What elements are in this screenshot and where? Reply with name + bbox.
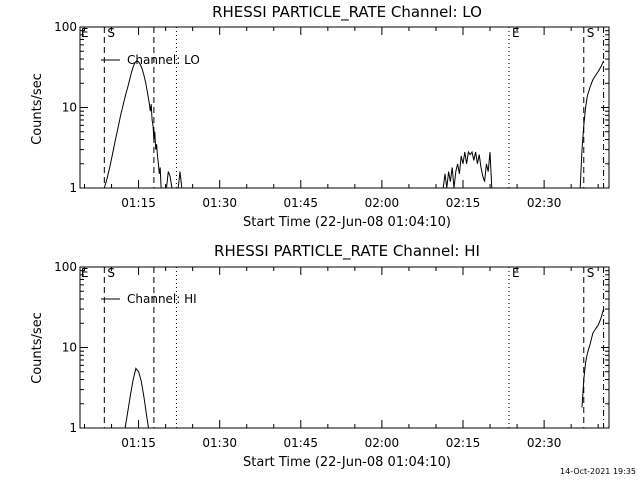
x-axis-label-hi: Start Time (22-Jun-08 01:04:10): [243, 455, 451, 470]
y-axis-label-hi: Counts/sec: [30, 312, 45, 384]
series-line-lo: [442, 150, 493, 189]
x-tick-label-lo: 01:45: [283, 196, 318, 210]
event-marker-label-hi: E: [512, 266, 520, 280]
event-label-hi: E: [81, 266, 89, 280]
legend-label-lo: Channel: LO: [127, 53, 200, 67]
y-tick-label-lo: 1: [69, 181, 77, 195]
event-marker-label-hi: S: [107, 266, 115, 280]
footer-timestamp: 14-Oct-2021 19:35: [560, 467, 636, 476]
plot-frame-lo: [79, 26, 610, 189]
series-line-hi: [124, 367, 149, 429]
y-tick-label-hi: 100: [54, 260, 77, 274]
y-tick-label-hi: 10: [62, 341, 77, 355]
x-tick-label-hi: 01:15: [121, 436, 156, 450]
generated-marks-lo: 1 10 100 01:15 01:30 01:45 02:00 02:15 02:30 S E S E: [54, 20, 609, 210]
chart-title-hi: RHESSI PARTICLE_RATE Channel: HI: [214, 242, 480, 261]
chart-title-lo: RHESSI PARTICLE_RATE Channel: LO: [212, 3, 482, 22]
series-line-lo: [177, 171, 183, 189]
series-line-lo: [166, 171, 173, 189]
event-label-lo: E: [81, 26, 89, 40]
y-tick-label-lo: 100: [54, 20, 77, 34]
event-marker-label-hi: S: [587, 266, 595, 280]
x-tick-label-hi: 01:30: [202, 436, 237, 450]
x-tick-label-hi: 02:00: [365, 436, 400, 450]
x-tick-label-lo: 01:15: [121, 196, 156, 210]
x-tick-label-lo: 02:30: [527, 196, 562, 210]
x-tick-label-hi: 01:45: [283, 436, 318, 450]
x-tick-label-lo: 02:00: [365, 196, 400, 210]
y-tick-label-hi: 1: [69, 421, 77, 435]
lo-channel-panel: RHESSI PARTICLE_RATE Channel: LO Counts/…: [30, 3, 610, 230]
y-tick-label-lo: 10: [62, 101, 77, 115]
x-tick-label-hi: 02:15: [446, 436, 481, 450]
hi-channel-panel: RHESSI PARTICLE_RATE Channel: HI Counts/…: [30, 242, 610, 470]
event-marker-label-lo: S: [107, 26, 115, 40]
event-marker-label-lo: S: [587, 26, 595, 40]
generated-marks-hi: 1 10 100 01:15 01:30 01:45 02:00 02:15 02:30 S E S E: [54, 260, 609, 450]
legend-label-hi: Channel: HI: [127, 292, 197, 306]
series-line-lo: [103, 60, 162, 189]
series-line-lo: [579, 60, 605, 189]
x-axis-label-lo: Start Time (22-Jun-08 01:04:10): [243, 215, 451, 230]
x-tick-label-lo: 02:15: [446, 196, 481, 210]
y-axis-label-lo: Counts/sec: [30, 73, 45, 145]
x-tick-label-hi: 02:30: [527, 436, 562, 450]
x-tick-label-lo: 01:30: [202, 196, 237, 210]
series-line-hi: [581, 308, 605, 408]
event-marker-label-lo: E: [512, 26, 520, 40]
